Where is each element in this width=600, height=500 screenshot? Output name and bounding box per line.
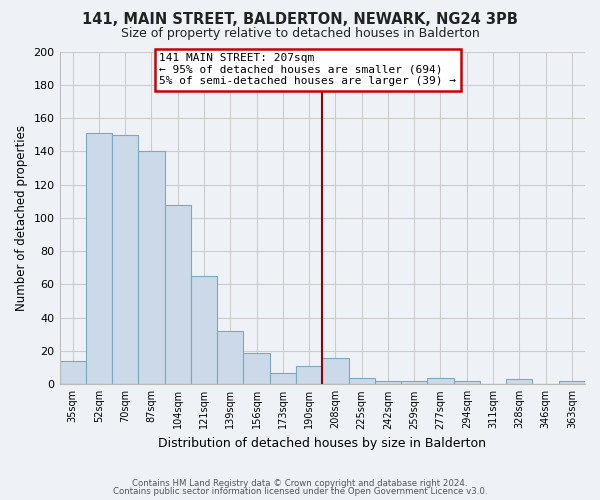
Bar	[191, 276, 217, 384]
Bar	[139, 152, 164, 384]
Bar	[244, 352, 270, 384]
Text: Contains public sector information licensed under the Open Government Licence v3: Contains public sector information licen…	[113, 487, 487, 496]
Bar	[296, 366, 322, 384]
Text: 141, MAIN STREET, BALDERTON, NEWARK, NG24 3PB: 141, MAIN STREET, BALDERTON, NEWARK, NG2…	[82, 12, 518, 28]
X-axis label: Distribution of detached houses by size in Balderton: Distribution of detached houses by size …	[158, 437, 486, 450]
Bar	[59, 361, 86, 384]
Bar	[401, 381, 427, 384]
Bar	[427, 378, 454, 384]
Y-axis label: Number of detached properties: Number of detached properties	[15, 125, 28, 311]
Text: 141 MAIN STREET: 207sqm
← 95% of detached houses are smaller (694)
5% of semi-de: 141 MAIN STREET: 207sqm ← 95% of detache…	[160, 53, 457, 86]
Bar	[86, 133, 112, 384]
Bar	[164, 204, 191, 384]
Text: Contains HM Land Registry data © Crown copyright and database right 2024.: Contains HM Land Registry data © Crown c…	[132, 478, 468, 488]
Bar	[375, 381, 401, 384]
Bar	[349, 378, 375, 384]
Bar	[559, 381, 585, 384]
Bar	[217, 331, 244, 384]
Text: Size of property relative to detached houses in Balderton: Size of property relative to detached ho…	[121, 28, 479, 40]
Bar	[322, 358, 349, 384]
Bar	[506, 380, 532, 384]
Bar	[454, 381, 480, 384]
Bar	[270, 372, 296, 384]
Bar	[112, 134, 139, 384]
